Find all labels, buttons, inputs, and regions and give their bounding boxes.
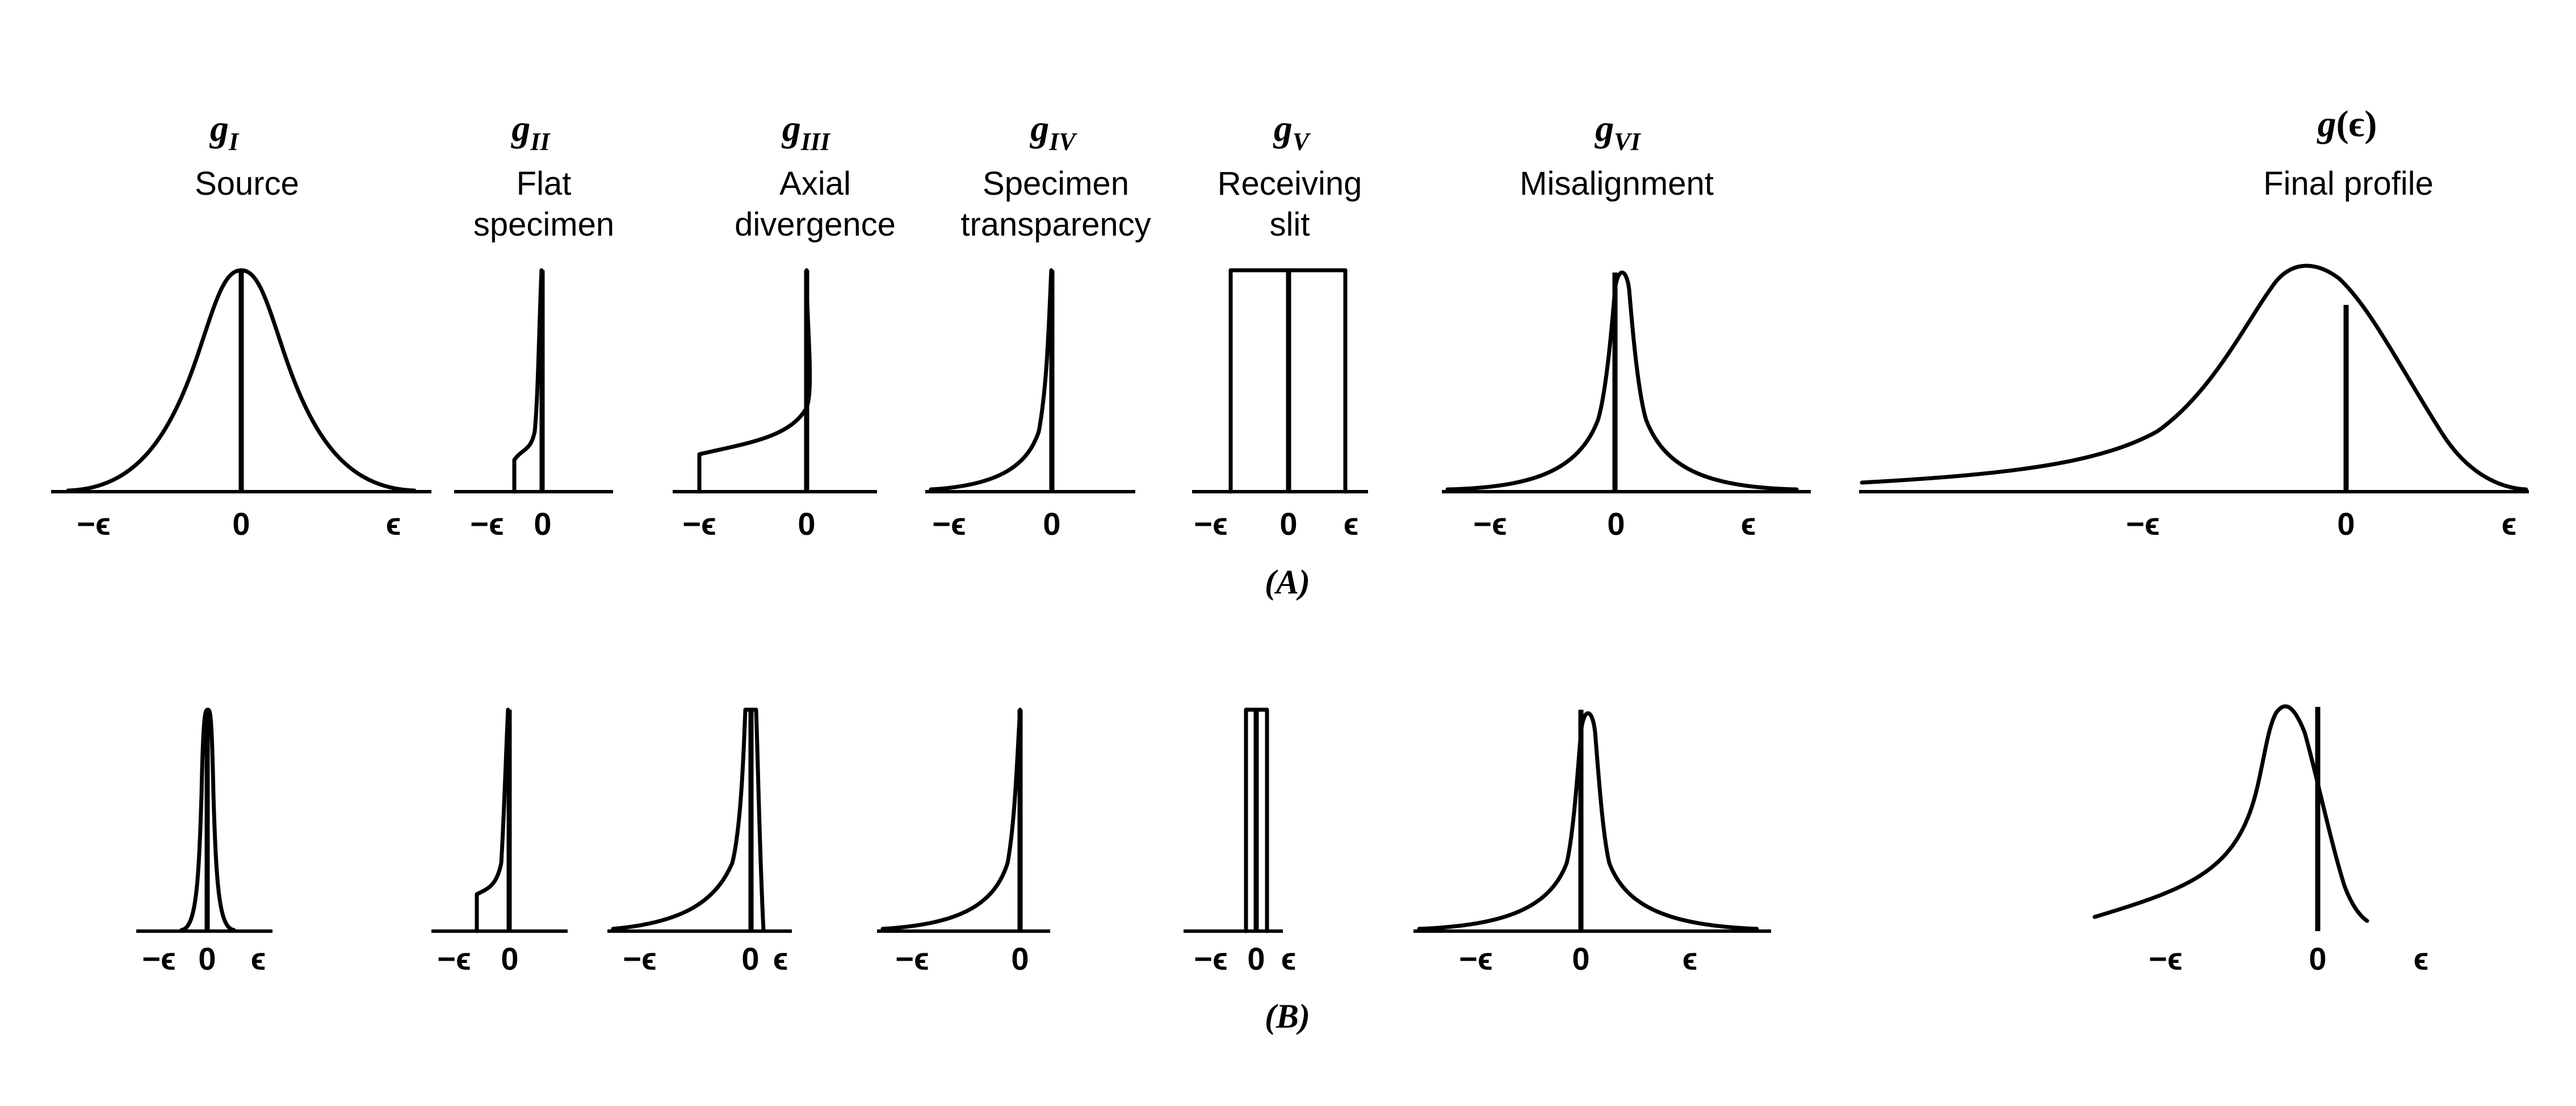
title-receiving: Receiving — [1218, 165, 1362, 202]
tick-neg: −ϵ — [142, 941, 176, 977]
profile-curve — [475, 707, 510, 933]
tick-pos: ϵ — [386, 506, 401, 542]
profile-curve — [1860, 263, 2528, 492]
plot-b-specimen-transparency: −ϵ 0 — [877, 707, 1050, 977]
profile-curve — [611, 707, 766, 932]
tick-neg: −ϵ — [932, 506, 966, 542]
symbol-g3: gIII — [781, 108, 831, 156]
plot-b-flat-specimen: −ϵ 0 — [431, 707, 568, 977]
tick-zero: 0 — [1011, 941, 1029, 977]
tick-zero: 0 — [2309, 941, 2326, 977]
tick-neg: −ϵ — [1473, 506, 1507, 542]
tick-zero: 0 — [1043, 506, 1060, 542]
tick-pos: ϵ — [2414, 941, 2429, 977]
symbol-g1: gI — [209, 108, 240, 156]
tick-zero: 0 — [198, 941, 216, 977]
plot-b-receiving-slit: −ϵ 0 ϵ — [1184, 707, 1297, 977]
tick-neg: −ϵ — [1194, 941, 1228, 977]
tick-pos: ϵ — [1683, 941, 1698, 977]
title-specimen-2: Specimen — [983, 165, 1129, 202]
plot-b-misalignment: −ϵ 0 ϵ — [1413, 710, 1771, 977]
tick-pos: ϵ — [773, 941, 788, 977]
tick-neg: −ϵ — [623, 941, 657, 977]
caption-a: (A) — [1265, 563, 1310, 601]
tick-zero: 0 — [501, 941, 518, 977]
tick-pos: ϵ — [1741, 506, 1756, 542]
profile-curve — [929, 268, 1054, 492]
title-slit: slit — [1270, 206, 1310, 243]
tick-zero: 0 — [1607, 506, 1625, 542]
profile-curve — [512, 268, 544, 494]
symbol-g2: gII — [510, 108, 551, 156]
symbol-g-final: g(ϵ) — [2317, 103, 2377, 145]
title-divergence: divergence — [735, 206, 896, 243]
profile-curve — [697, 268, 812, 494]
tick-neg: −ϵ — [437, 941, 471, 977]
tick-pos: ϵ — [1344, 506, 1359, 542]
plot-b-source: −ϵ 0 ϵ — [136, 707, 272, 977]
tick-neg: −ϵ — [895, 941, 929, 977]
tick-zero: 0 — [798, 506, 815, 542]
tick-neg: −ϵ — [2149, 941, 2183, 977]
tick-zero: 0 — [2337, 506, 2355, 542]
plot-a-flat-specimen: −ϵ 0 — [454, 268, 613, 542]
symbol-g6: gVI — [1594, 108, 1641, 156]
plot-a-specimen-transparency: −ϵ 0 — [925, 268, 1135, 542]
tick-pos: ϵ — [1281, 941, 1297, 977]
plot-a-source: −ϵ 0 ϵ — [51, 268, 431, 542]
title-specimen: specimen — [473, 206, 614, 243]
column-headers: gI Source gII Flat specimen gIII Axial d… — [195, 103, 2434, 243]
tick-zero: 0 — [1279, 506, 1297, 542]
title-transparency: transparency — [960, 206, 1151, 243]
tick-zero: 0 — [534, 506, 551, 542]
title-final-profile: Final profile — [2263, 165, 2434, 202]
profile-curve — [880, 707, 1022, 931]
tick-zero: 0 — [741, 941, 759, 977]
tick-zero: 0 — [1572, 941, 1589, 977]
tick-neg: −ϵ — [1194, 506, 1228, 542]
tick-neg: −ϵ — [2126, 506, 2160, 542]
plot-a-final-profile: −ϵ 0 ϵ — [1859, 263, 2529, 542]
row-a: −ϵ 0 ϵ −ϵ 0 −ϵ 0 −ϵ 0 — [51, 263, 2529, 601]
plot-b-final-profile: −ϵ 0 ϵ — [2092, 704, 2429, 977]
plot-b-axial-divergence: −ϵ 0 ϵ — [607, 707, 792, 977]
tick-pos: ϵ — [2502, 506, 2517, 542]
row-b: −ϵ 0 ϵ −ϵ 0 −ϵ 0 ϵ −ϵ 0 — [136, 704, 2429, 1035]
tick-neg: −ϵ — [682, 506, 716, 542]
title-source: Source — [195, 165, 299, 202]
tick-zero: 0 — [1247, 941, 1265, 977]
title-misalignment: Misalignment — [1520, 165, 1714, 202]
profile-curve — [1445, 270, 1799, 492]
tick-neg: −ϵ — [77, 506, 111, 542]
tick-neg: −ϵ — [470, 506, 504, 542]
title-axial: Axial — [779, 165, 851, 202]
title-flat: Flat — [517, 165, 572, 202]
plot-a-receiving-slit: −ϵ 0 ϵ — [1192, 268, 1368, 542]
symbol-g4: gIV — [1029, 108, 1077, 156]
profile-curve — [1417, 711, 1759, 931]
tick-pos: ϵ — [251, 941, 266, 977]
tick-neg: −ϵ — [1459, 941, 1493, 977]
symbol-g5: gV — [1273, 108, 1311, 156]
caption-b: (B) — [1265, 998, 1310, 1035]
profile-curve — [2092, 704, 2369, 923]
tick-zero: 0 — [232, 506, 250, 542]
plot-a-misalignment: −ϵ 0 ϵ — [1442, 270, 1811, 542]
plot-a-axial-divergence: −ϵ 0 — [673, 268, 877, 542]
